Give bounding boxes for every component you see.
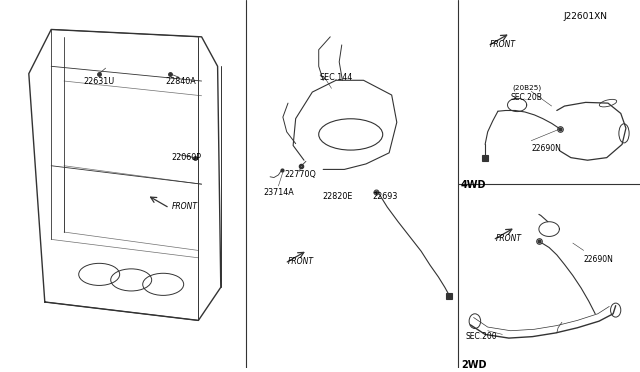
Text: FRONT: FRONT (287, 257, 314, 266)
Text: 22820E: 22820E (323, 192, 353, 201)
Text: FRONT: FRONT (495, 234, 522, 243)
Text: 22770Q: 22770Q (284, 170, 316, 179)
Text: FRONT: FRONT (490, 40, 516, 49)
Text: 22631U: 22631U (83, 77, 115, 86)
Text: SEC.144: SEC.144 (320, 73, 353, 82)
Text: 2WD: 2WD (461, 360, 486, 370)
Text: SEC.20B: SEC.20B (511, 93, 543, 102)
Text: J22601XN: J22601XN (563, 12, 607, 21)
Text: 22840A: 22840A (165, 77, 196, 86)
Text: (20B25): (20B25) (512, 85, 541, 91)
Text: SEC.200: SEC.200 (466, 332, 497, 341)
Text: FRONT: FRONT (172, 202, 198, 211)
Text: 22690N: 22690N (584, 255, 614, 264)
Text: 22693: 22693 (372, 192, 398, 201)
Text: 23714A: 23714A (264, 188, 294, 197)
Text: 4WD: 4WD (461, 180, 486, 190)
Text: 22060P: 22060P (172, 153, 202, 162)
Text: 22690N: 22690N (531, 144, 561, 153)
